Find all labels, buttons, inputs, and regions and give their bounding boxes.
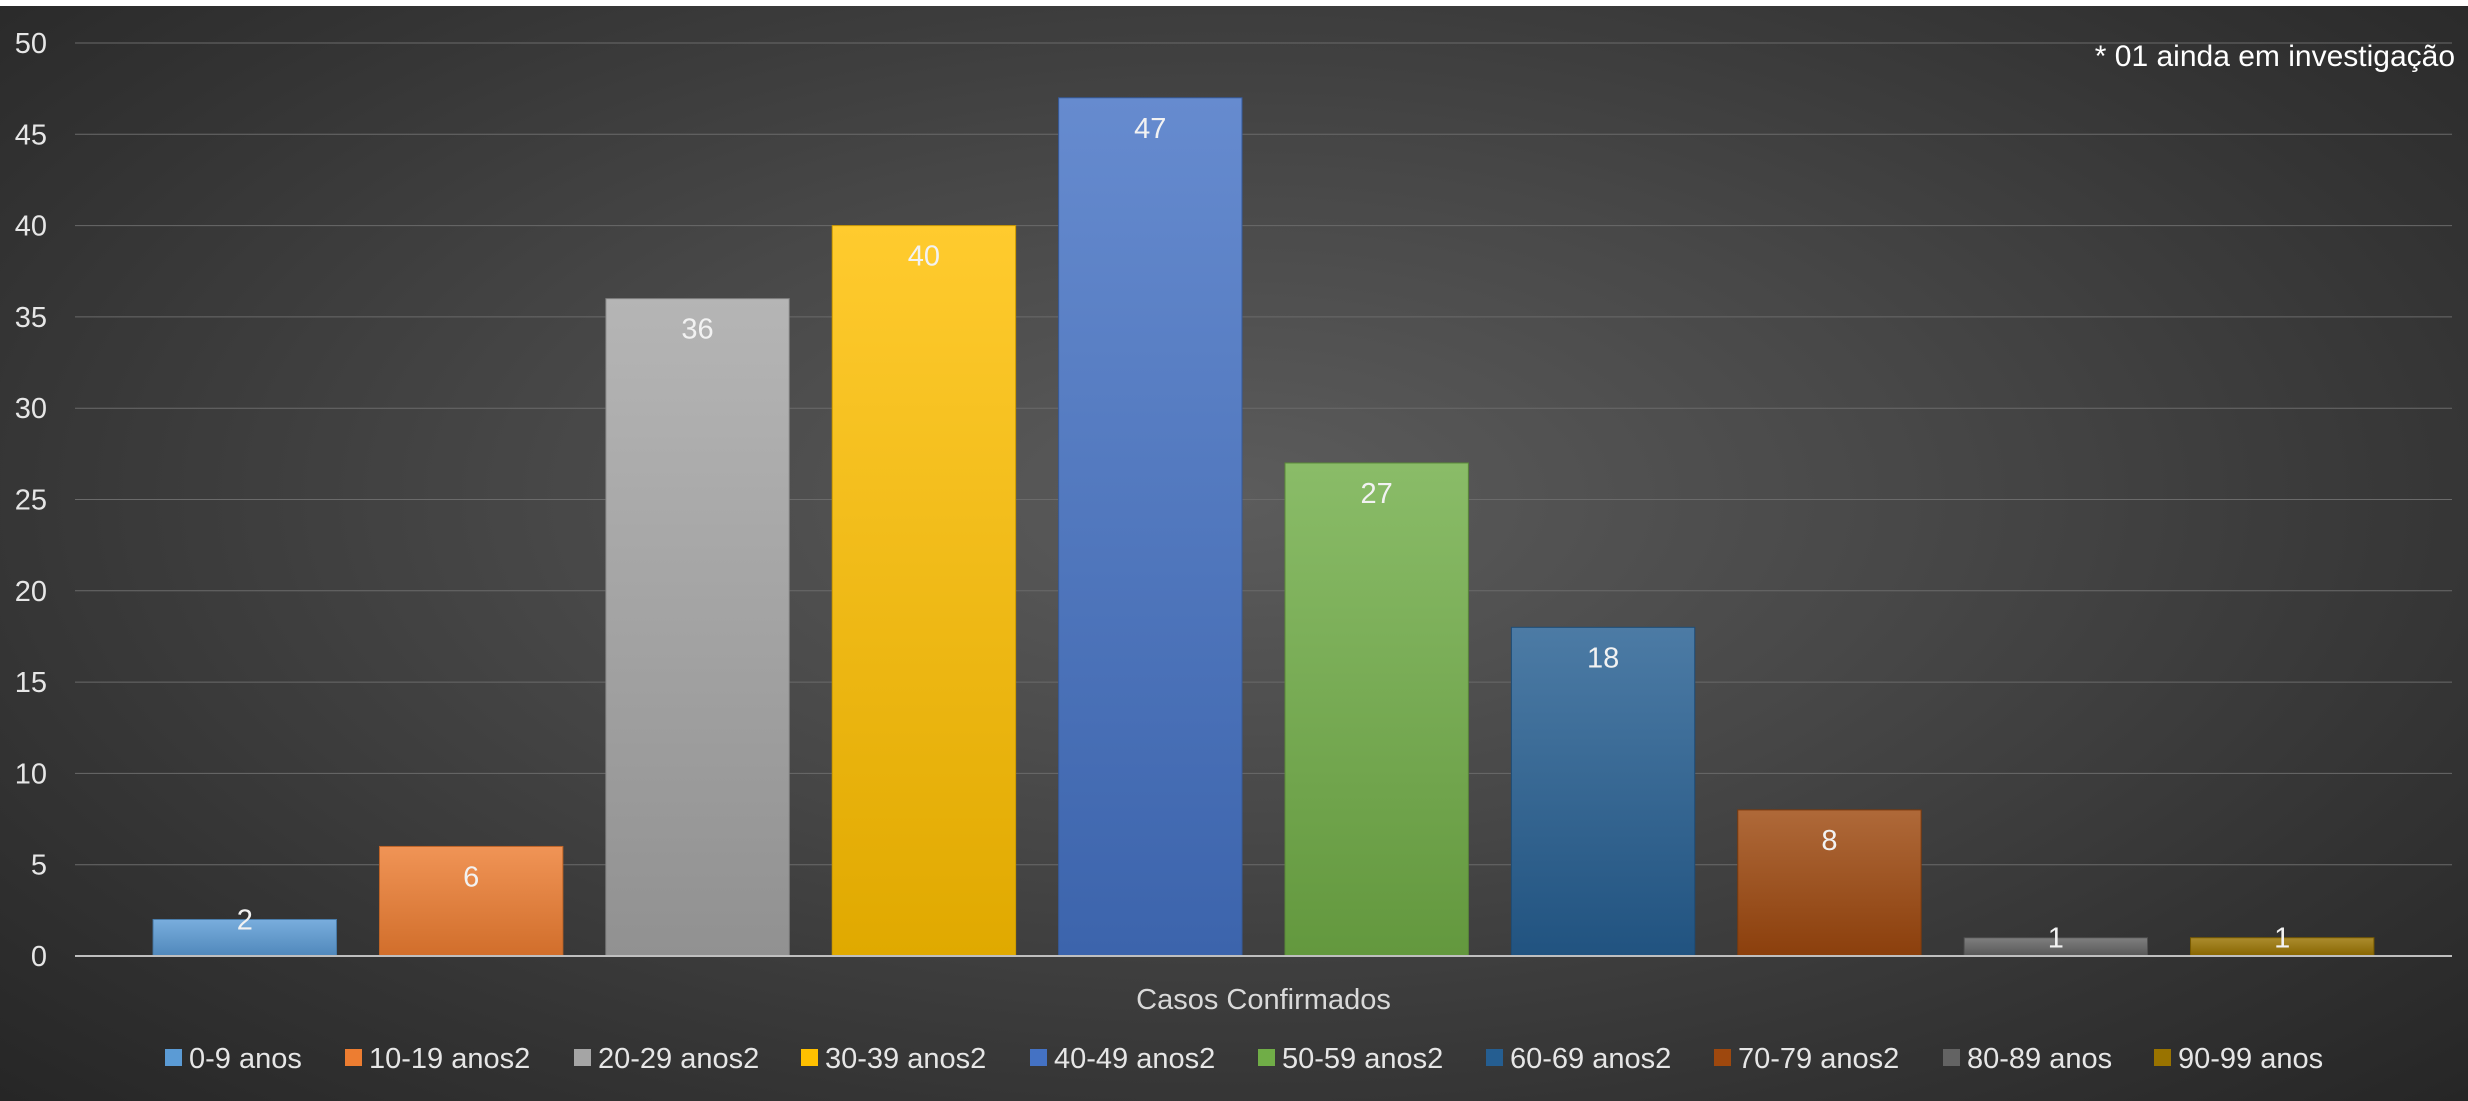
y-tick-label: 5 [31, 850, 47, 882]
data-label: 2 [237, 904, 253, 936]
legend-swatch [1258, 1049, 1275, 1066]
y-tick-label: 30 [15, 393, 47, 425]
legend-swatch [1030, 1049, 1047, 1066]
legend: 0-9 anos 10-19 anos2 20-29 anos2 30-39 anos… [165, 1043, 2323, 1075]
bar-20-29-anos2 [605, 298, 790, 957]
y-tick-label: 0 [31, 941, 47, 973]
bars [152, 97, 2375, 957]
y-tick-label: 45 [15, 119, 47, 151]
legend-swatch [1486, 1049, 1503, 1066]
annotation-note: * 01 ainda em investigação [2095, 40, 2455, 73]
legend-label: 80-89 anos [1967, 1043, 2112, 1075]
data-label: 18 [1587, 642, 1619, 674]
data-labels: 2 6 36 40 47 27 18 8 1 1 [237, 113, 2291, 955]
legend-swatch [345, 1049, 362, 1066]
bar-30-39-anos2 [831, 225, 1017, 957]
legend-label: 0-9 anos [189, 1043, 302, 1075]
y-axis-ticks: 0 5 10 15 20 25 30 35 40 45 50 [15, 28, 47, 973]
legend-label: 70-79 anos2 [1738, 1043, 1899, 1075]
legend-label: 90-99 anos [2178, 1043, 2323, 1075]
legend-label: 40-49 anos2 [1054, 1043, 1215, 1075]
x-axis-label: Casos Confirmados [1136, 984, 1391, 1016]
y-tick-label: 25 [15, 485, 47, 517]
data-label: 1 [2274, 923, 2290, 955]
bar-0-9-anos [152, 918, 337, 957]
data-label: 40 [908, 241, 940, 273]
data-label: 6 [463, 861, 479, 893]
y-tick-label: 15 [15, 667, 47, 699]
legend-swatch [1943, 1049, 1960, 1066]
legend-swatch [801, 1049, 818, 1066]
data-label: 47 [1134, 113, 1166, 145]
data-label: 36 [681, 314, 713, 346]
bar-60-69-anos2 [1510, 626, 1696, 957]
data-label: 27 [1361, 478, 1393, 510]
legend-swatch [1714, 1049, 1731, 1066]
legend-label: 60-69 anos2 [1510, 1043, 1671, 1075]
legend-label: 10-19 anos2 [369, 1043, 530, 1075]
legend-swatch [2154, 1049, 2171, 1066]
y-tick-label: 50 [15, 28, 47, 60]
y-tick-label: 35 [15, 302, 47, 334]
data-label: 8 [1821, 825, 1837, 857]
data-label: 1 [2048, 923, 2064, 955]
bar-40-49-anos2 [1058, 97, 1243, 957]
y-tick-label: 10 [15, 758, 47, 790]
gridlines [75, 42, 2452, 866]
y-tick-label: 20 [15, 576, 47, 608]
legend-label: 30-39 anos2 [825, 1043, 986, 1075]
bar-chart: 0 5 10 15 20 25 30 35 40 45 50 2 6 36 40 47 27 18 8 1 1 Cas… [15, 28, 2455, 1075]
legend-label: 20-29 anos2 [598, 1043, 759, 1075]
legend-label: 50-59 anos2 [1282, 1043, 1443, 1075]
legend-swatch [165, 1049, 182, 1066]
bar-10-19-anos2 [378, 845, 564, 957]
y-tick-label: 40 [15, 211, 47, 243]
legend-swatch [574, 1049, 591, 1066]
bar-50-59-anos2 [1284, 462, 1469, 957]
